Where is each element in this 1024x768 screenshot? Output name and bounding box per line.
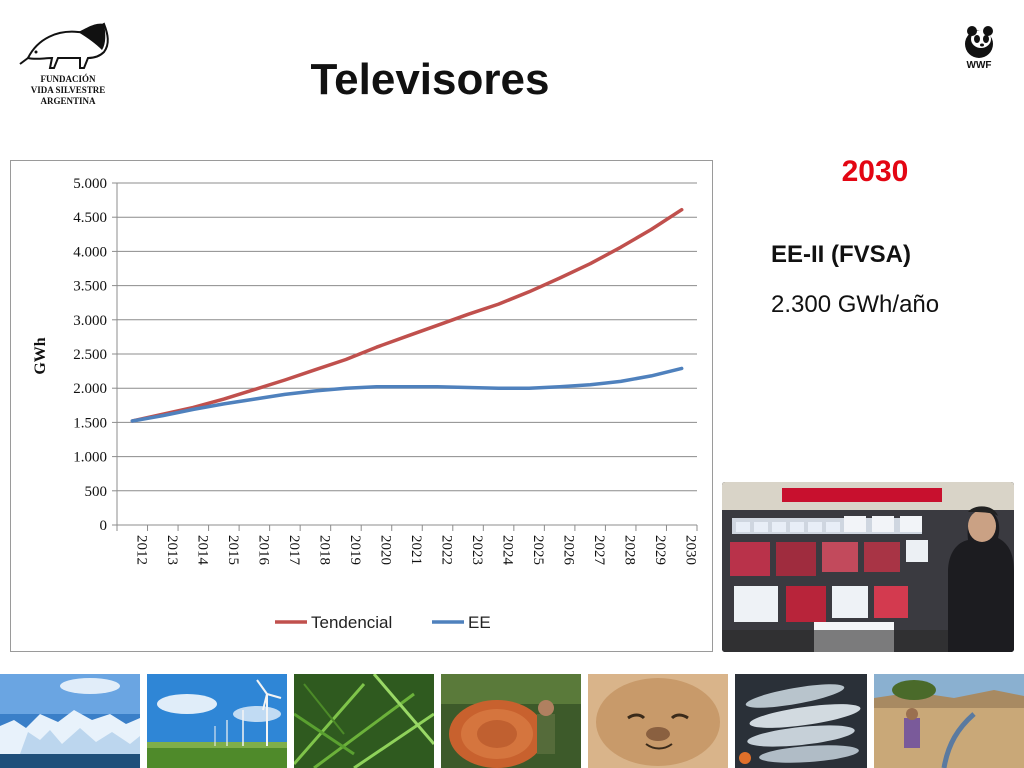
x-tick-label: 2017	[286, 535, 302, 566]
y-tick-label: 500	[85, 484, 108, 500]
y-tick-label: 4.000	[73, 244, 107, 260]
fish-photo	[735, 674, 867, 768]
x-tick-label: 2029	[652, 535, 668, 565]
fvsa-name-line-1: FUNDACIÓN	[40, 74, 96, 84]
dry-land-photo	[874, 674, 1024, 768]
x-tick-label: 2028	[622, 535, 638, 565]
y-tick-label: 3.000	[73, 313, 107, 329]
highlight-year: 2030	[841, 155, 909, 188]
scenario-value: 2.300 GWh/año	[771, 291, 940, 318]
chart-legend: Tendencial EE	[275, 613, 491, 632]
grid-layer	[117, 182, 697, 492]
y-tick-labels: 0 500 1.000 1.500 2.000 2.500 3.000 3.500 4.000 4…	[73, 176, 107, 534]
x-tick-label: 2018	[316, 535, 332, 565]
y-tick-label: 1.000	[73, 450, 107, 466]
x-tick-label: 2023	[469, 535, 485, 565]
y-tick-label: 4.500	[73, 210, 107, 226]
x-tick-label: 2014	[194, 535, 210, 566]
x-tick-label: 2016	[255, 535, 271, 566]
x-tick-label: 2022	[439, 535, 455, 565]
fvsa-logo: FUNDACIÓN VIDA SILVESTRE ARGENTINA	[18, 18, 118, 110]
panda-icon	[965, 26, 993, 58]
logging-photo	[441, 674, 581, 768]
series-line-ee	[130, 366, 684, 423]
sea-lion-photo	[588, 674, 728, 768]
scenario-label: EE-II (FVSA)	[771, 241, 912, 268]
anteater-icon	[19, 22, 109, 69]
y-tick-label: 2.000	[73, 381, 107, 397]
x-tick-label: 2020	[377, 535, 393, 565]
wwf-logo: WWF	[958, 24, 1000, 74]
slide-title: Televisores	[310, 55, 550, 104]
x-tick-labels: 2012 2013 2014 2015 2016 2017 2018 2019 2020 2021…	[133, 535, 698, 566]
axis-layer	[112, 182, 698, 531]
fern-photo	[294, 674, 434, 768]
legend-label-tendencial: Tendencial	[311, 613, 392, 632]
y-tick-label: 0	[100, 518, 108, 534]
fvsa-name-line-2: VIDA SILVESTRE	[30, 85, 106, 95]
series-line-tendencial	[130, 207, 684, 423]
x-tick-label: 2021	[408, 535, 424, 565]
x-tick-label: 2030	[683, 535, 699, 565]
fvsa-name-line-3: ARGENTINA	[40, 96, 96, 106]
wind-farm-photo	[147, 674, 287, 768]
chart-frame: 0 500 1.000 1.500 2.000 2.500 3.000 3.500 4.000 4…	[10, 160, 713, 652]
x-tick-label: 2025	[530, 535, 546, 565]
x-tick-label: 2013	[164, 535, 180, 565]
x-tick-label: 2012	[133, 535, 149, 565]
y-axis-label: GWh	[32, 337, 49, 374]
x-tick-label: 2015	[225, 535, 241, 565]
tv-store-photo	[722, 482, 1014, 652]
line-chart: 0 500 1.000 1.500 2.000 2.500 3.000 3.500 4.000 4…	[32, 176, 699, 632]
y-tick-label: 2.500	[73, 347, 107, 363]
y-tick-label: 3.500	[73, 279, 107, 295]
y-tick-label: 5.000	[73, 176, 107, 192]
series-layer	[130, 207, 684, 423]
wwf-text: WWF	[966, 60, 992, 71]
x-tick-label: 2026	[561, 535, 577, 566]
x-tick-label: 2027	[591, 535, 607, 566]
y-tick-label: 1.500	[73, 415, 107, 431]
x-tick-label: 2024	[500, 535, 516, 566]
x-tick-label: 2019	[347, 535, 363, 565]
legend-label-ee: EE	[468, 613, 491, 632]
glacier-photo	[0, 674, 140, 768]
